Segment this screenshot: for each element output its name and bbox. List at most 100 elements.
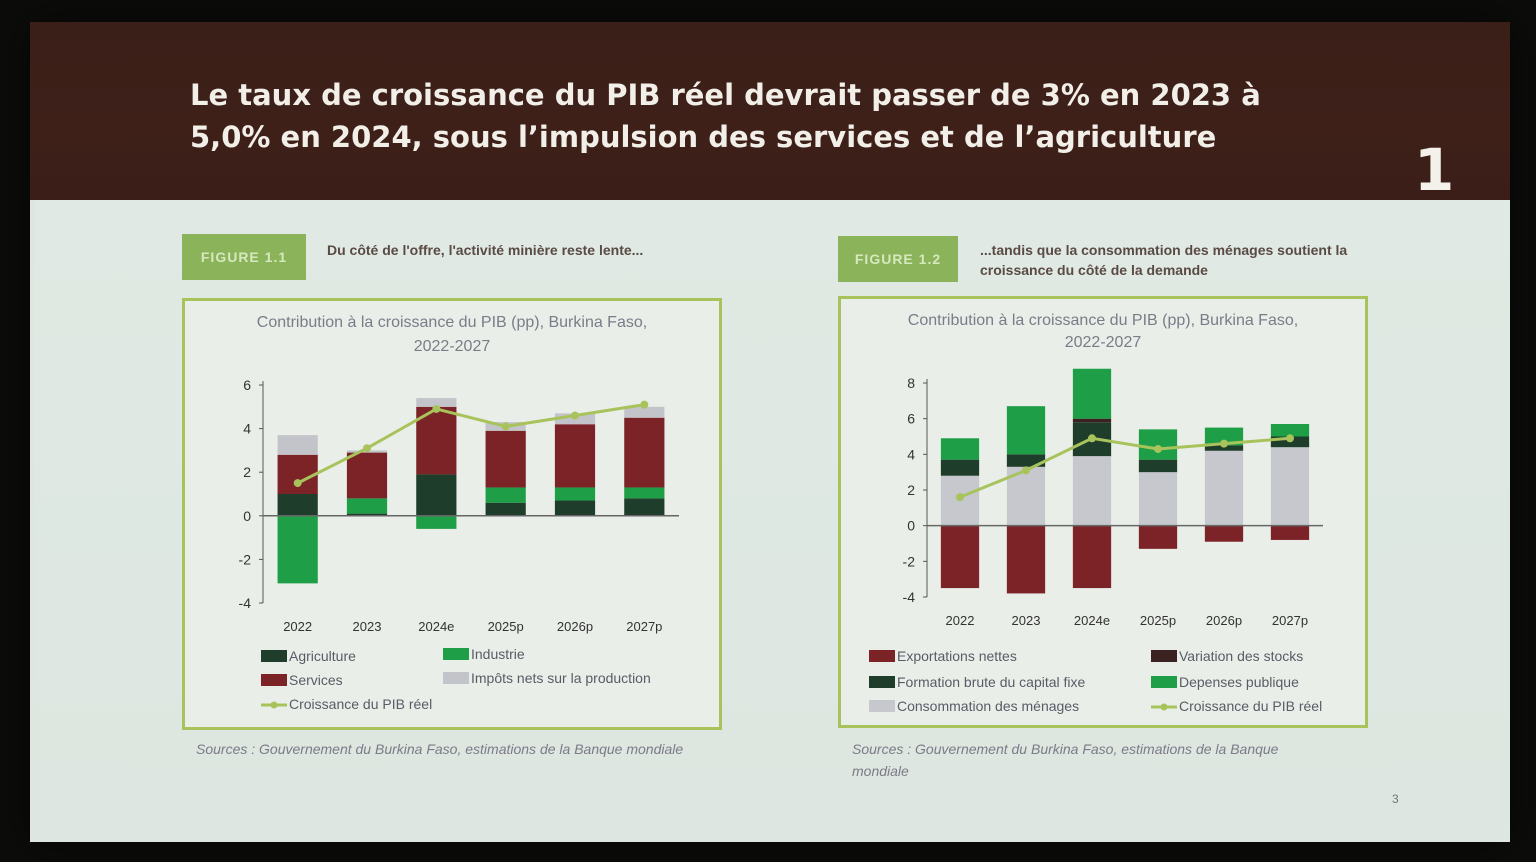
- bar-segment: [416, 398, 457, 407]
- legend-label: Depenses publique: [1179, 674, 1299, 690]
- chart-title-line: Contribution à la croissance du PIB (pp)…: [908, 312, 1298, 329]
- growth-point: [1154, 444, 1162, 453]
- legend-label: Industrie: [471, 646, 525, 662]
- slide-title: Le taux de croissance du PIB réel devrai…: [190, 78, 1261, 154]
- legend-label: Formation brute du capital fixe: [897, 674, 1086, 690]
- legend-swatch: [1151, 650, 1177, 662]
- bar-segment: [277, 515, 318, 584]
- growth-point: [1286, 434, 1294, 443]
- figure-2-source: Sources : Gouvernement du Burkina Faso, …: [852, 741, 1279, 779]
- y-tick-label: 8: [907, 375, 915, 391]
- figure-1-source: Sources : Gouvernement du Burkina Faso, …: [196, 741, 684, 757]
- x-category-label: 2025p: [1140, 613, 1176, 628]
- bar-segment: [1204, 525, 1244, 542]
- bar-segment: [1072, 525, 1112, 589]
- figure-2-tag: FIGURE 1.2: [838, 236, 958, 282]
- legend-swatch: [443, 648, 469, 660]
- growth-line: [959, 436, 1291, 499]
- x-category-label: 2026p: [557, 619, 593, 634]
- y-tick-label: 4: [243, 421, 251, 437]
- bar-segment: [940, 459, 980, 476]
- chart-title-line: 2022-2027: [414, 338, 491, 355]
- bar-segment: [940, 438, 980, 460]
- x-category-label: 2023: [1012, 613, 1041, 628]
- legend-line-marker: [270, 701, 278, 709]
- bar-segment: [1006, 525, 1046, 594]
- bar-segment: [1072, 456, 1112, 526]
- figure-1-panel: Contribution à la croissance du PIB (pp)…: [182, 298, 722, 730]
- x-category-label: 2022: [283, 619, 312, 634]
- y-tick-label: 0: [907, 518, 915, 534]
- bar-segment: [940, 525, 980, 589]
- slide-section-number: 1: [1414, 136, 1455, 204]
- chart-title-line: 2022-2027: [1065, 334, 1142, 351]
- bar-segment: [1270, 424, 1310, 437]
- legend-swatch: [443, 672, 469, 684]
- bar-segment: [554, 487, 596, 501]
- y-tick-label: 6: [907, 411, 915, 427]
- bar-segment: [485, 487, 526, 503]
- bar-segment: [1072, 418, 1112, 423]
- bar-segment: [346, 513, 388, 516]
- bar-segment: [554, 424, 596, 488]
- slide-body: FIGURE 1.1 Du côté de l'offre, l'activit…: [34, 200, 1510, 842]
- x-category-label: 2027p: [1272, 613, 1308, 628]
- figure-2-chart: Contribution à la croissance du PIB (pp)…: [869, 312, 1323, 714]
- growth-point: [1220, 439, 1228, 448]
- growth-point: [1088, 434, 1096, 443]
- growth-point: [571, 411, 579, 420]
- bar-segment: [277, 454, 318, 494]
- bar-segment: [1204, 445, 1244, 451]
- growth-point: [432, 404, 441, 413]
- y-tick-label: -2: [903, 553, 916, 569]
- bar-segment: [1138, 429, 1178, 460]
- y-tick-label: 0: [243, 508, 251, 524]
- bar-segment: [1204, 450, 1244, 526]
- projected-slide: Le taux de croissance du PIB réel devrai…: [30, 22, 1510, 842]
- x-category-label: 2024e: [1074, 613, 1110, 628]
- legend-swatch: [869, 700, 895, 712]
- bar-segment: [277, 494, 318, 516]
- bar-segment: [1138, 459, 1178, 473]
- y-tick-label: -2: [239, 551, 252, 567]
- legend-swatch: [261, 674, 287, 686]
- legend-label: Impôts nets sur la production: [471, 670, 651, 686]
- x-category-label: 2027p: [626, 619, 662, 634]
- bar-segment: [1006, 454, 1046, 467]
- growth-point: [363, 444, 371, 453]
- legend-label: Services: [289, 672, 343, 688]
- legend-swatch: [1151, 676, 1177, 688]
- growth-point: [640, 400, 649, 409]
- bar-segment: [416, 515, 457, 529]
- bar-segment: [485, 502, 526, 516]
- growth-line: [296, 403, 645, 485]
- legend-label: Croissance du PIB réel: [289, 696, 432, 712]
- legend-label: Consommation des ménages: [897, 698, 1079, 714]
- y-tick-label: 2: [907, 482, 915, 498]
- bar-segment: [277, 435, 318, 455]
- figure-1-caption: Du côté de l'offre, l'activité minière r…: [327, 242, 644, 258]
- y-tick-label: 2: [243, 464, 251, 480]
- bar-segment: [624, 498, 665, 516]
- legend-label: Croissance du PIB réel: [1179, 698, 1322, 714]
- growth-point: [956, 493, 964, 502]
- figure-2-panel: Contribution à la croissance du PIB (pp)…: [838, 296, 1368, 728]
- bar-segment: [624, 487, 665, 499]
- growth-point: [293, 479, 302, 488]
- legend-swatch: [869, 650, 895, 662]
- figure-1-chart: Contribution à la croissance du PIB (pp)…: [239, 314, 679, 712]
- y-tick-label: 4: [907, 446, 915, 462]
- bar-segment: [1138, 525, 1178, 549]
- legend-swatch: [261, 650, 287, 662]
- y-tick-label: -4: [239, 595, 252, 611]
- x-category-label: 2025p: [488, 619, 524, 634]
- x-category-label: 2024e: [418, 619, 454, 634]
- legend-label: Agriculture: [289, 648, 356, 664]
- bar-segment: [1204, 427, 1244, 446]
- bar-segment: [416, 474, 457, 516]
- figure-2-caption: ...tandis que la consommation des ménage…: [980, 242, 1348, 278]
- legend-label: Exportations nettes: [897, 648, 1017, 664]
- x-category-label: 2022: [946, 613, 975, 628]
- y-tick-label: -4: [903, 589, 916, 605]
- bar-segment: [624, 406, 665, 418]
